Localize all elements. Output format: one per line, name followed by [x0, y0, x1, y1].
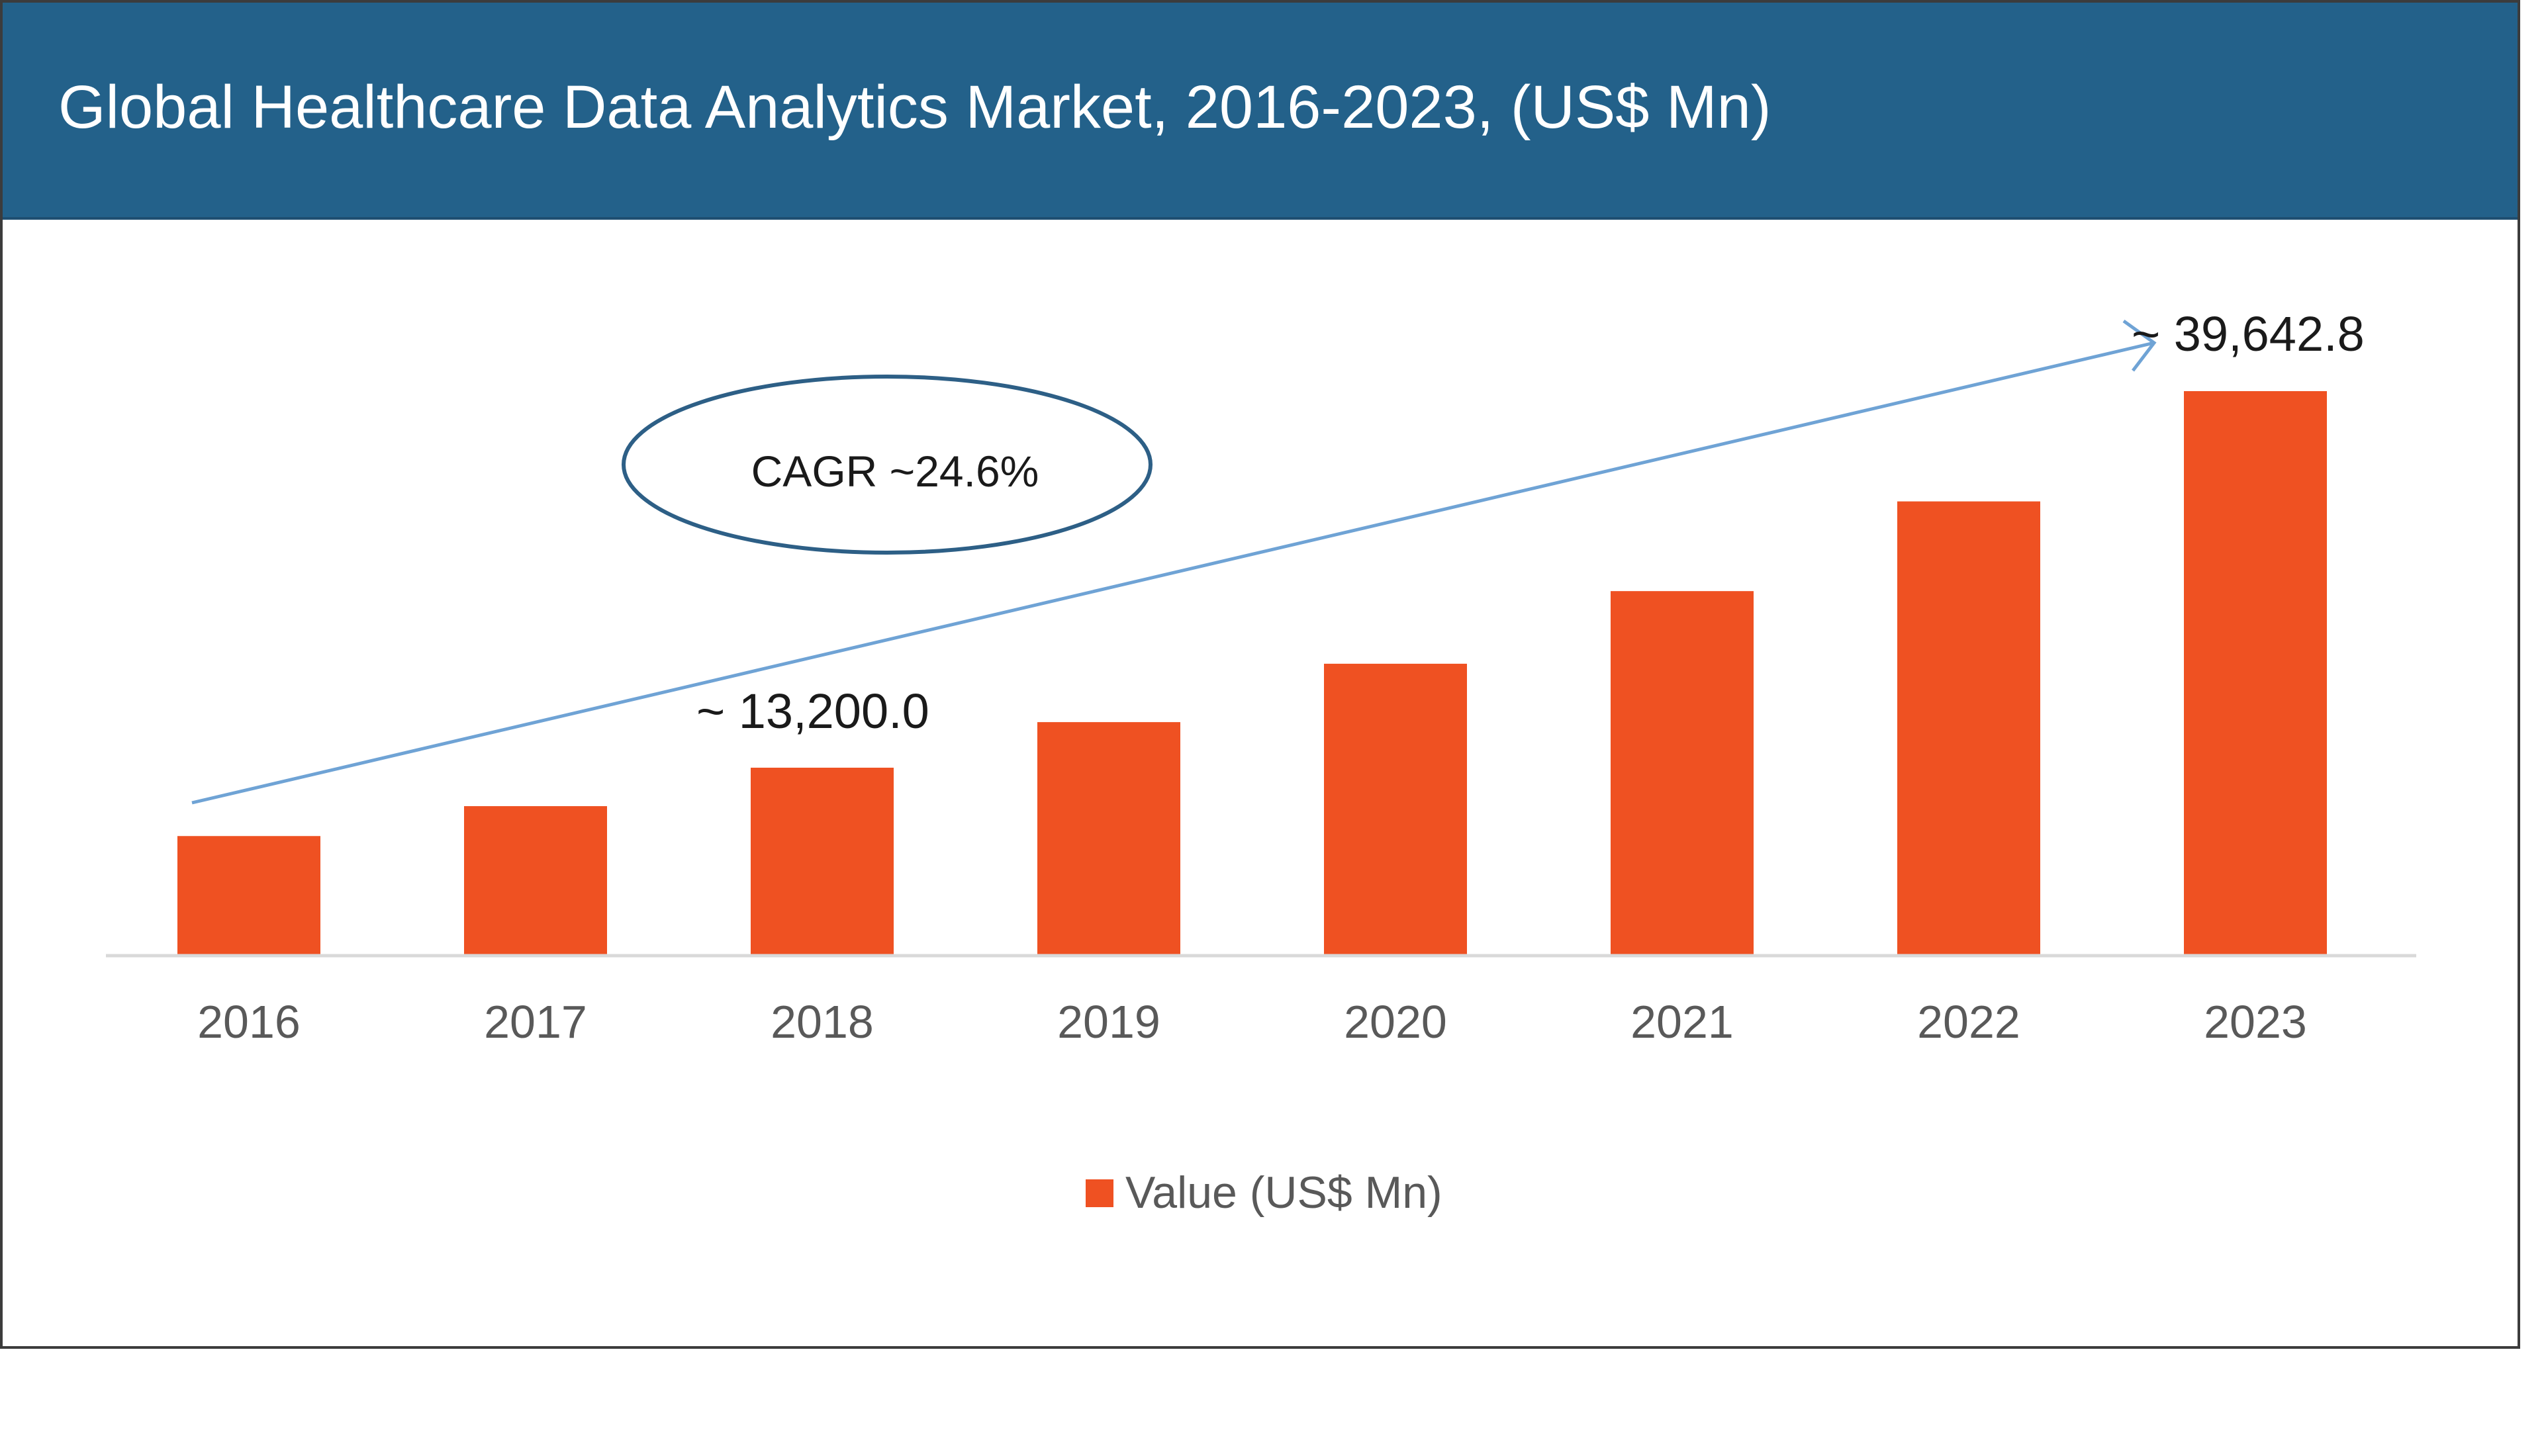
bar-2023 [2184, 391, 2327, 956]
cagr-label: CAGR ~24.6% [751, 447, 1039, 496]
cagr-ellipse [622, 375, 1153, 555]
bar-2021 [1611, 591, 1754, 956]
header-banner: Global Healthcare Data Analytics Market,… [3, 3, 2518, 220]
bar-2016 [177, 836, 320, 956]
bar-2018 [751, 767, 894, 956]
legend-label: Value (US$ Mn) [1125, 1167, 1442, 1218]
bar-2019 [1037, 722, 1180, 956]
x-tick-label-2023: 2023 [2204, 996, 2307, 1048]
page-title: Global Healthcare Data Analytics Market,… [58, 73, 1771, 141]
x-tick-label-2017: 2017 [484, 996, 587, 1048]
x-tick-label-2018: 2018 [771, 996, 874, 1048]
x-tick-label-2016: 2016 [197, 996, 301, 1048]
bar-2017 [464, 806, 607, 956]
trend-arrow-head [2122, 319, 2157, 372]
bar-2020 [1324, 663, 1467, 956]
data-label-2023: ~ 39,642.8 [2132, 306, 2365, 361]
x-tick-labels: 2016 2017 2018 2019 2020 2021 2022 2023 [197, 996, 2307, 1048]
chart-frame: Global Healthcare Data Analytics Market,… [0, 0, 2520, 1349]
x-tick-label-2022: 2022 [1917, 996, 2020, 1048]
bar-2022 [1897, 501, 2040, 956]
trend-arrow [191, 341, 2155, 805]
bar-chart: 2016 2017 2018 2019 2020 2021 2022 2023 CAGR ~2… [106, 306, 2416, 1218]
x-tick-label-2019: 2019 [1057, 996, 1160, 1048]
x-tick-label-2021: 2021 [1630, 996, 1734, 1048]
x-tick-label-2020: 2020 [1344, 996, 1447, 1048]
bars-group [177, 391, 2327, 956]
legend-swatch [1086, 1179, 1113, 1207]
data-label-2018: ~ 13,200.0 [696, 684, 929, 739]
